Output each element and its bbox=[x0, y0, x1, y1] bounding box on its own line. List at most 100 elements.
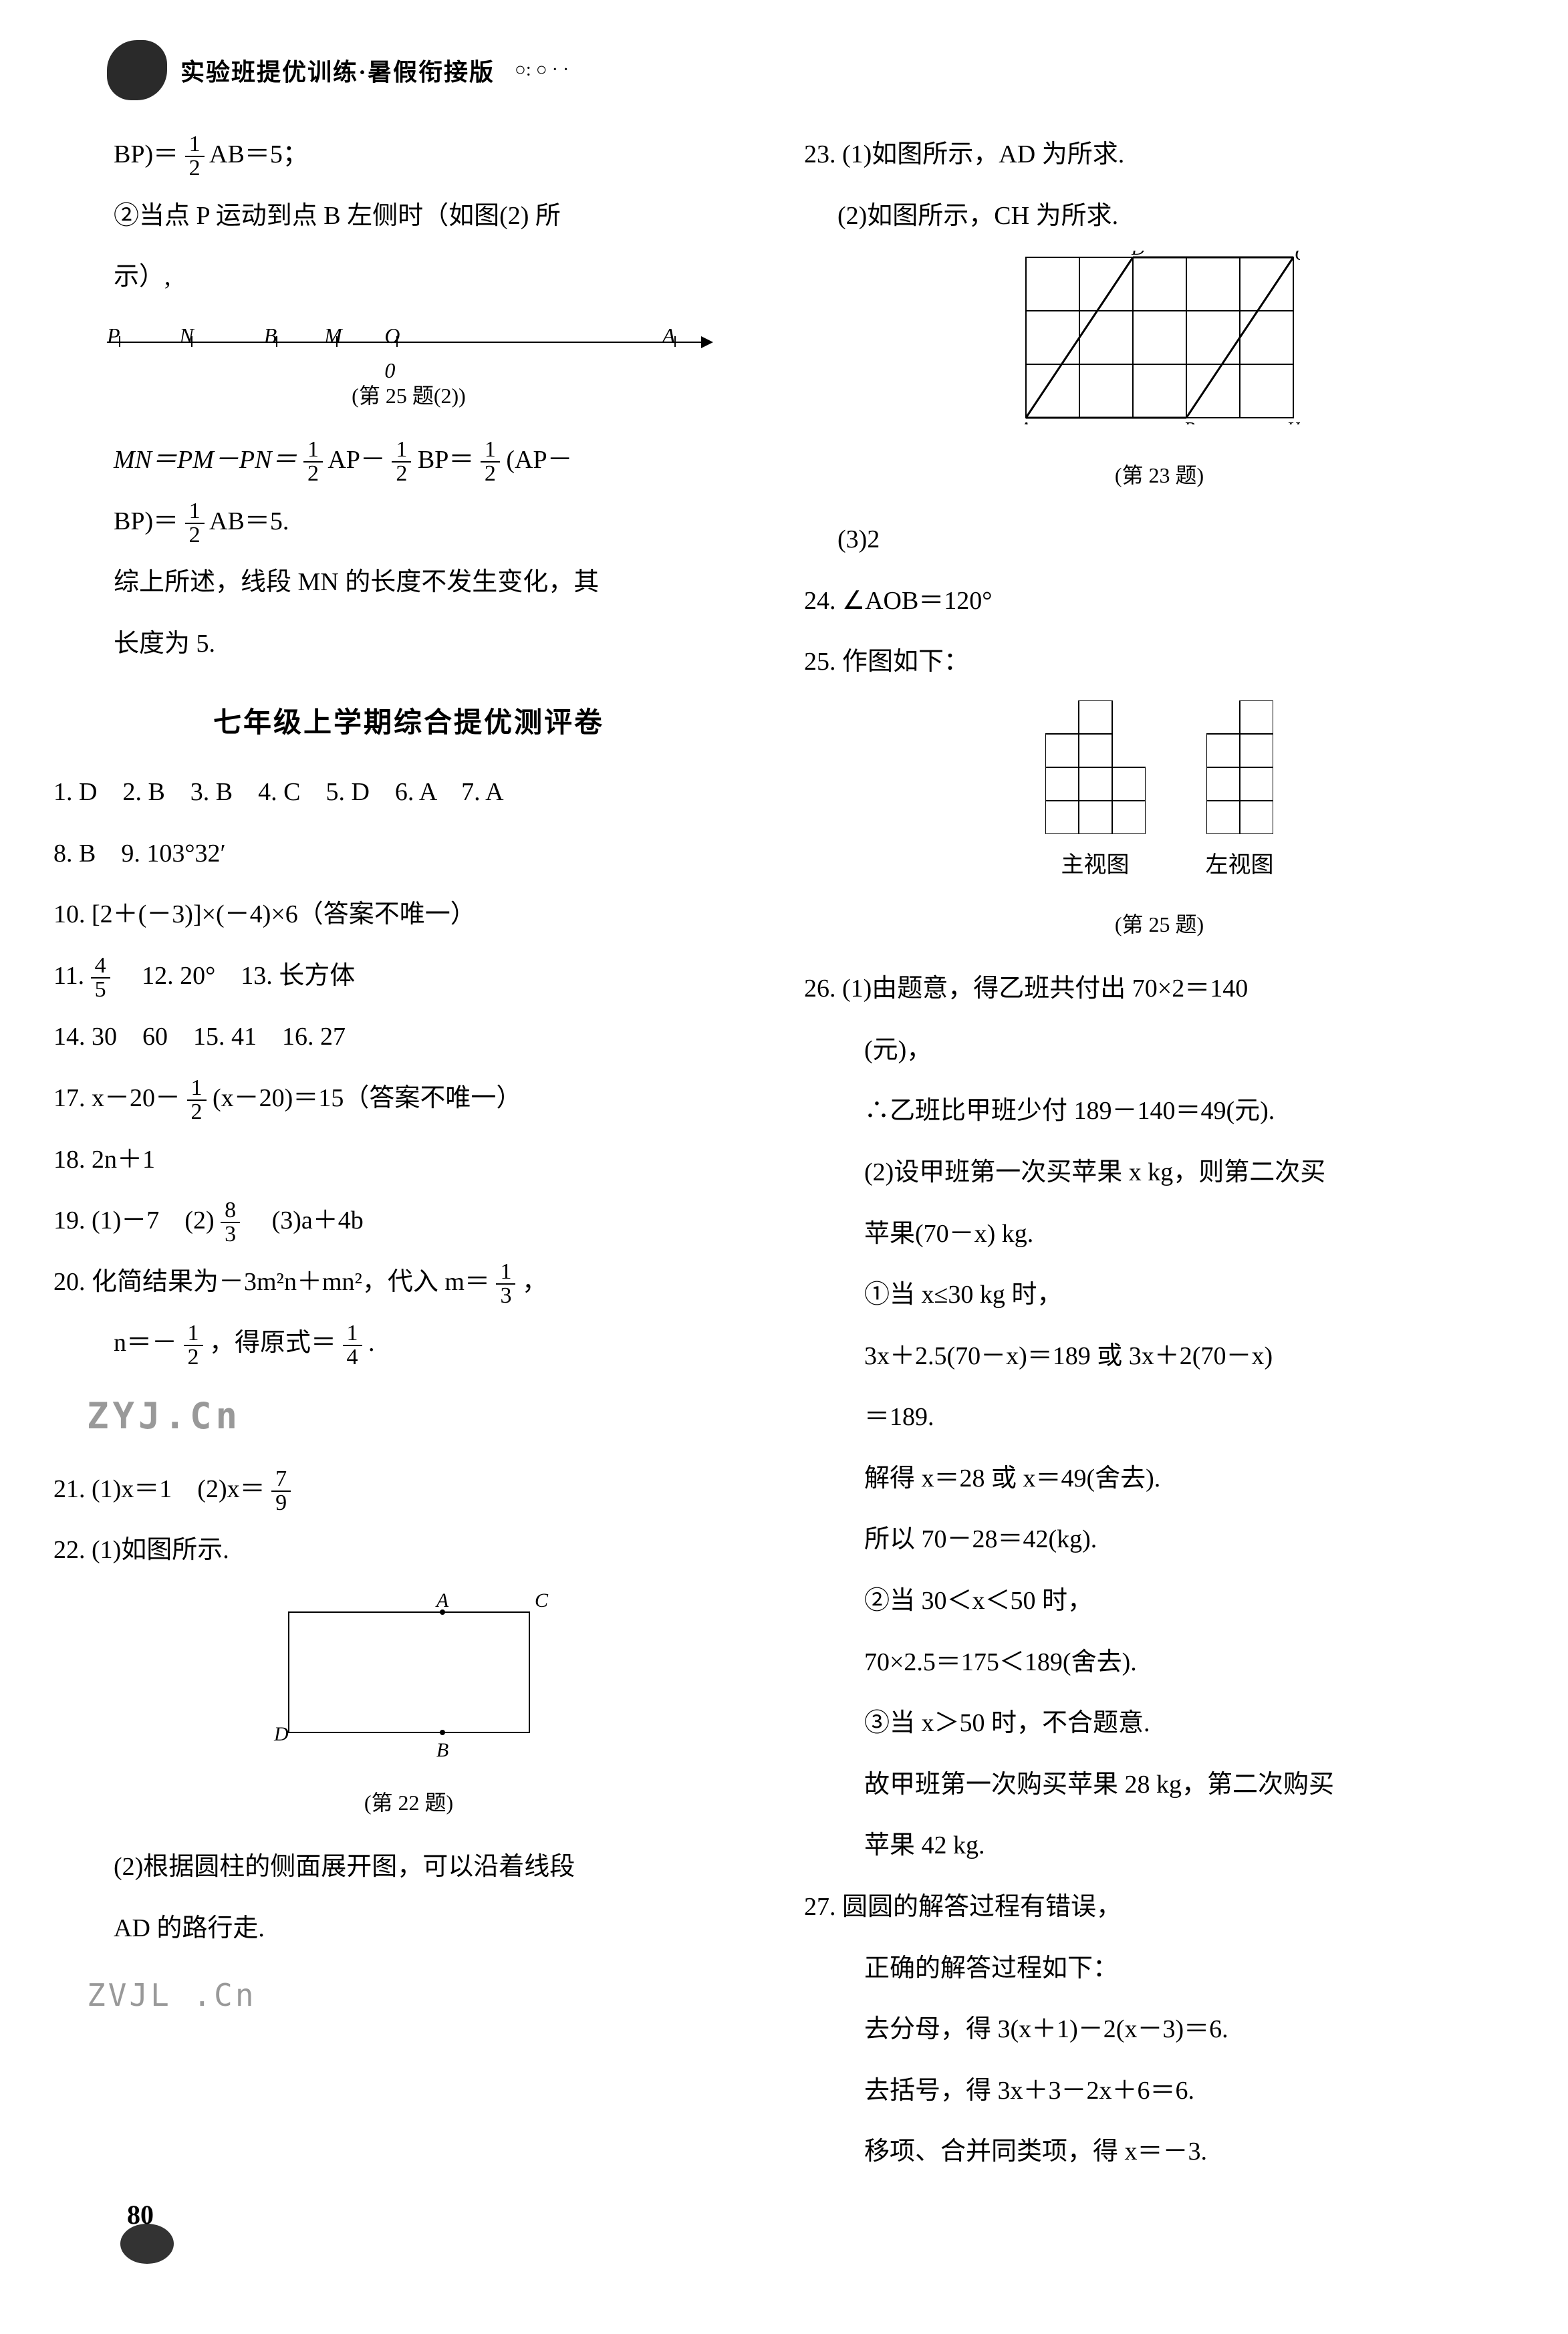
svg-text:H: H bbox=[1286, 419, 1300, 424]
text-line: BP)＝ 12 AB＝5； bbox=[53, 127, 764, 183]
text-line: 去分母，得 3(x＋1)－2(x－3)＝6. bbox=[804, 2002, 1515, 2058]
watermark: ZVJL .Cn bbox=[53, 1962, 764, 2029]
text-line: ①当 x≤30 kg 时， bbox=[804, 1267, 1515, 1323]
fraction: 12 bbox=[392, 438, 411, 485]
text-line: MN＝PM－PN＝ 12 AP－ 12 BP＝ 12 (AP－ bbox=[53, 432, 764, 489]
text-line: 苹果(70－x) kg. bbox=[804, 1206, 1515, 1263]
answer-row: 11. 45 12. 20° 13. 长方体 bbox=[53, 948, 764, 1005]
view-label: 主视图 bbox=[1061, 841, 1130, 891]
left-column: BP)＝ 12 AB＝5； ②当点 P 运动到点 B 左侧时（如图(2) 所 示… bbox=[53, 127, 764, 2186]
text-line: 示）, bbox=[53, 249, 764, 305]
answer-row: 19. (1)－7 (2) 83 (3)a＋4b bbox=[53, 1193, 764, 1249]
fraction: 79 bbox=[271, 1468, 291, 1515]
text-line: BP)＝ 12 AB＝5. bbox=[53, 494, 764, 550]
orthographic-views: 主视图 左视图 bbox=[804, 700, 1515, 891]
grid-svg: D C A B H bbox=[1019, 251, 1300, 424]
fraction: 45 bbox=[91, 954, 110, 1001]
fraction: 12 bbox=[185, 500, 205, 547]
text-line: AD 的路行走. bbox=[53, 1901, 764, 1957]
text: BP＝ bbox=[418, 446, 474, 474]
text: ，得原式＝ bbox=[209, 1329, 336, 1357]
text-line: 23. (1)如图所示，AD 为所求. bbox=[804, 127, 1515, 183]
text: (3)a＋4b bbox=[247, 1206, 364, 1235]
text: AB＝5. bbox=[209, 507, 289, 535]
text-line: 27. 圆圆的解答过程有错误， bbox=[804, 1879, 1515, 1936]
text-line: (元)， bbox=[804, 1023, 1515, 1079]
svg-text:B: B bbox=[436, 1739, 448, 1761]
right-column: 23. (1)如图所示，AD 为所求. (2)如图所示，CH 为所求. bbox=[804, 127, 1515, 2186]
text-line: 综上所述，线段 MN 的长度不发生变化，其 bbox=[53, 555, 764, 611]
svg-text:D: D bbox=[1131, 251, 1145, 259]
left-view-svg bbox=[1206, 700, 1273, 834]
text-line: 去括号，得 3x＋3－2x＋6＝6. bbox=[804, 2063, 1515, 2119]
main-view-svg bbox=[1045, 700, 1146, 834]
text-line: 长度为 5. bbox=[53, 616, 764, 672]
answer-row: 17. x－20－ 12 (x－20)＝15（答案不唯一） bbox=[53, 1071, 764, 1127]
text: MN＝PM－PN＝ bbox=[114, 446, 297, 474]
figure-caption: (第 25 题(2)) bbox=[53, 372, 764, 419]
figure-caption: (第 25 题) bbox=[804, 901, 1515, 948]
text: 17. x－20－ bbox=[53, 1084, 180, 1112]
text: (x－20)＝15（答案不唯一） bbox=[213, 1084, 521, 1112]
number-line-figure: P N B M O 0 A bbox=[107, 312, 710, 366]
fraction: 14 bbox=[343, 1322, 362, 1369]
left-view: 左视图 bbox=[1206, 700, 1274, 891]
svg-text:B: B bbox=[1184, 419, 1195, 424]
text: (AP－ bbox=[506, 446, 572, 474]
text-line: 26. (1)由题意，得乙班共付出 70×2＝140 bbox=[804, 961, 1515, 1017]
text-line: (2)根据圆柱的侧面展开图，可以沿着线段 bbox=[53, 1839, 764, 1896]
text-line: 25. 作图如下： bbox=[804, 634, 1515, 690]
fraction: 13 bbox=[496, 1261, 515, 1307]
fraction: 12 bbox=[303, 438, 323, 485]
answer-row: 10. [2＋(－3)]×(－4)×6（答案不唯一） bbox=[53, 887, 764, 943]
answer-row: 20. 化简结果为－3m²n＋mn²，代入 m＝ 13 ， bbox=[53, 1255, 764, 1311]
svg-text:A: A bbox=[1019, 419, 1031, 424]
text: AB＝5； bbox=[209, 140, 308, 168]
fraction: 83 bbox=[221, 1199, 240, 1246]
fraction: 12 bbox=[184, 1322, 203, 1369]
text-line: ②当点 P 运动到点 B 左侧时（如图(2) 所 bbox=[53, 188, 764, 245]
text-line: 移项、合并同类项，得 x＝－3. bbox=[804, 2124, 1515, 2180]
header-title: 实验班提优训练·暑假衔接版 bbox=[180, 53, 495, 88]
answer-row: 22. (1)如图所示. bbox=[53, 1523, 764, 1579]
text-line: 苹果 42 kg. bbox=[804, 1818, 1515, 1874]
text-line: 3x＋2.5(70－x)＝189 或 3x＋2(70－x) bbox=[804, 1329, 1515, 1385]
text-line: ＝189. bbox=[804, 1390, 1515, 1446]
answer-row: 1. D 2. B 3. B 4. C 5. D 6. A 7. A bbox=[53, 765, 764, 821]
answer-row: 14. 30 60 15. 41 16. 27 bbox=[53, 1009, 764, 1065]
figure-caption: (第 23 题) bbox=[804, 452, 1515, 499]
text-line: 正确的解答过程如下： bbox=[804, 1941, 1515, 1997]
answer-row: 18. 2n＋1 bbox=[53, 1132, 764, 1188]
text-line: 解得 x＝28 或 x＝49(舍去). bbox=[804, 1451, 1515, 1507]
text: . bbox=[368, 1329, 375, 1357]
text-line: 故甲班第一次购买苹果 28 kg，第二次购买 bbox=[804, 1757, 1515, 1813]
watermark: ZYJ.Cn bbox=[53, 1377, 764, 1456]
text: 19. (1)－7 (2) bbox=[53, 1206, 215, 1235]
text: 20. 化简结果为－3m²n＋mn²，代入 m＝ bbox=[53, 1268, 490, 1296]
rect-svg: A C D B bbox=[262, 1592, 556, 1766]
text: n＝－ bbox=[114, 1329, 177, 1357]
view-label: 左视图 bbox=[1206, 841, 1274, 891]
text-line: ②当 30＜x＜50 时， bbox=[804, 1573, 1515, 1630]
fraction: 12 bbox=[481, 438, 500, 485]
text-line: (2)设甲班第一次买苹果 x kg，则第二次买 bbox=[804, 1145, 1515, 1201]
text: AP－ bbox=[328, 446, 386, 474]
figure-caption: (第 22 题) bbox=[53, 1779, 764, 1826]
text-line: 24. ∠AOB＝120° bbox=[804, 573, 1515, 630]
answer-row: 21. (1)x＝1 (2)x＝ 79 bbox=[53, 1462, 764, 1518]
answer-row: 8. B 9. 103°32′ bbox=[53, 826, 764, 882]
rectangle-figure: A C D B bbox=[262, 1592, 556, 1766]
text: BP)＝ bbox=[114, 140, 178, 168]
text-line: 所以 70－28＝42(kg). bbox=[804, 1512, 1515, 1568]
page-number: 80 bbox=[53, 2199, 1515, 2230]
svg-text:C: C bbox=[535, 1592, 549, 1611]
text-line: (3)2 bbox=[804, 512, 1515, 568]
section-heading: 七年级上学期综合提优测评卷 bbox=[53, 692, 764, 754]
svg-text:A: A bbox=[434, 1592, 448, 1611]
text-line: 70×2.5＝175＜189(舍去). bbox=[804, 1635, 1515, 1691]
text: ， bbox=[522, 1268, 547, 1296]
text-line: ∴乙班比甲班少付 189－140＝49(元). bbox=[804, 1083, 1515, 1140]
text: 21. (1)x＝1 (2)x＝ bbox=[53, 1475, 265, 1503]
main-view: 主视图 bbox=[1045, 700, 1146, 891]
fraction-half: 12 bbox=[185, 133, 205, 180]
